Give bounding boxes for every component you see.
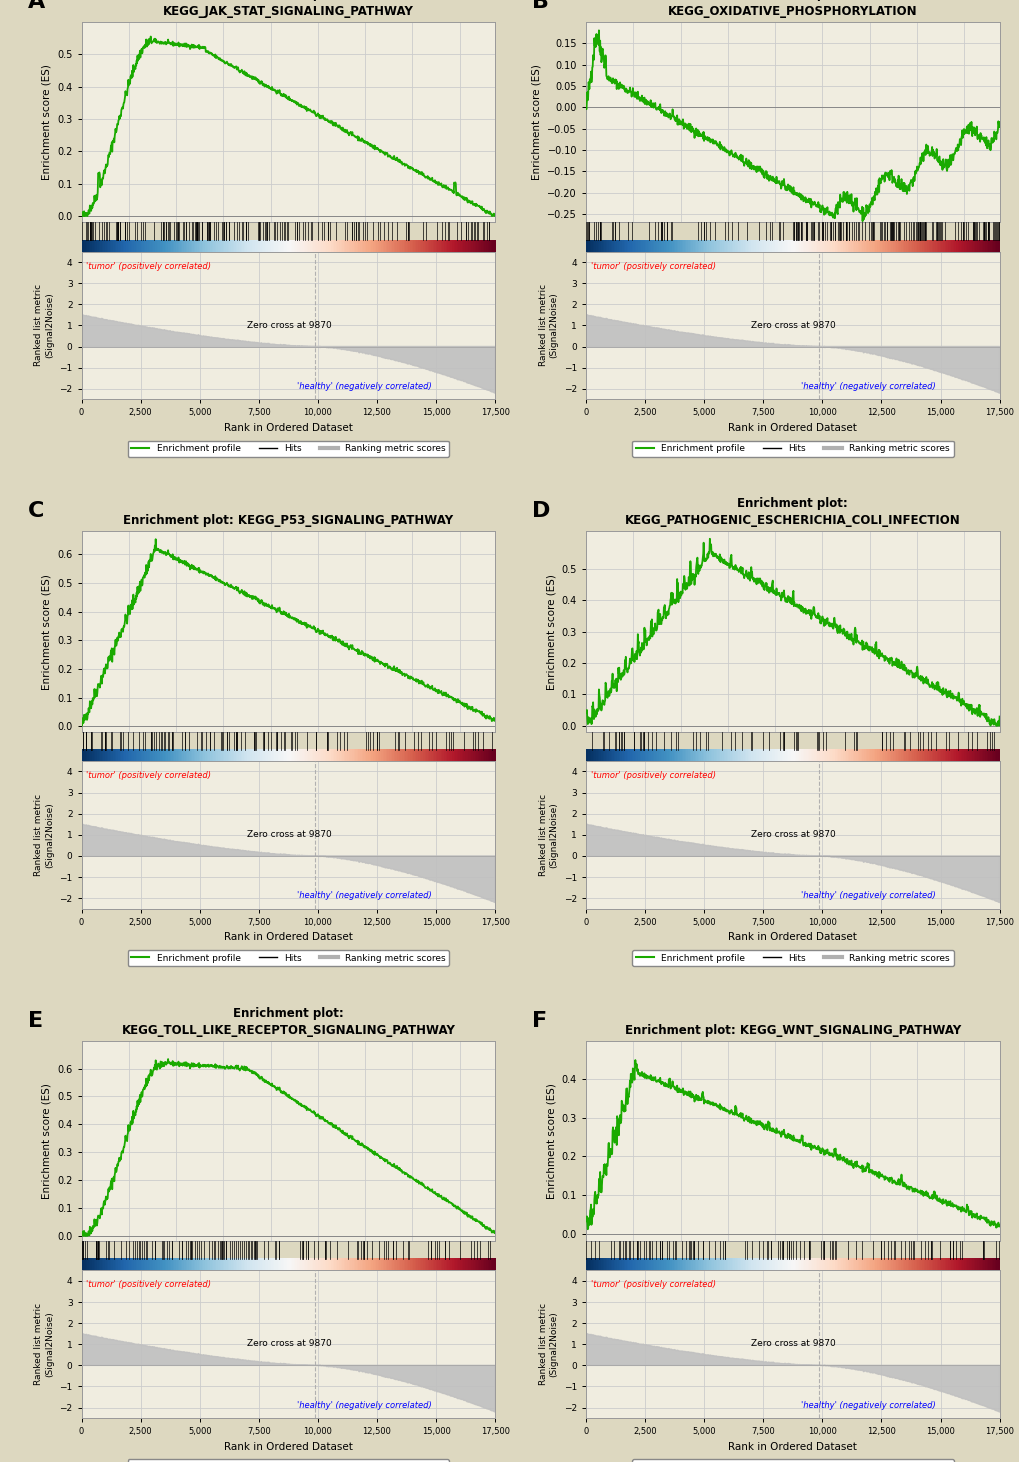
Legend: Enrichment profile, Hits, Ranking metric scores: Enrichment profile, Hits, Ranking metric… bbox=[127, 440, 448, 456]
Y-axis label: Ranked list metric
(Signal2Noise): Ranked list metric (Signal2Noise) bbox=[35, 1303, 54, 1386]
X-axis label: Rank in Ordered Dataset: Rank in Ordered Dataset bbox=[728, 933, 856, 943]
Legend: Enrichment profile, Hits, Ranking metric scores: Enrichment profile, Hits, Ranking metric… bbox=[127, 1459, 448, 1462]
Text: Zero cross at 9870: Zero cross at 9870 bbox=[751, 1339, 836, 1348]
Text: 'healthy' (negatively correlated): 'healthy' (negatively correlated) bbox=[800, 892, 935, 901]
X-axis label: Rank in Ordered Dataset: Rank in Ordered Dataset bbox=[224, 423, 353, 433]
Title: Enrichment plot: KEGG_P53_SIGNALING_PATHWAY: Enrichment plot: KEGG_P53_SIGNALING_PATH… bbox=[123, 515, 453, 528]
Text: 'healthy' (negatively correlated): 'healthy' (negatively correlated) bbox=[800, 382, 935, 390]
Text: F: F bbox=[532, 1010, 547, 1031]
Text: 'healthy' (negatively correlated): 'healthy' (negatively correlated) bbox=[800, 1401, 935, 1409]
Text: C: C bbox=[28, 501, 44, 522]
Title: Enrichment plot:
KEGG_OXIDATIVE_PHOSPHORYLATION: Enrichment plot: KEGG_OXIDATIVE_PHOSPHOR… bbox=[667, 0, 917, 18]
Text: Zero cross at 9870: Zero cross at 9870 bbox=[247, 320, 331, 329]
Legend: Enrichment profile, Hits, Ranking metric scores: Enrichment profile, Hits, Ranking metric… bbox=[632, 1459, 953, 1462]
Y-axis label: Enrichment score (ES): Enrichment score (ES) bbox=[42, 64, 52, 180]
Text: 'healthy' (negatively correlated): 'healthy' (negatively correlated) bbox=[297, 892, 431, 901]
Text: B: B bbox=[532, 0, 549, 12]
Text: 'tumor' (positively correlated): 'tumor' (positively correlated) bbox=[87, 1281, 211, 1289]
Title: Enrichment plot:
KEGG_JAK_STAT_SIGNALING_PATHWAY: Enrichment plot: KEGG_JAK_STAT_SIGNALING… bbox=[163, 0, 414, 18]
Y-axis label: Ranked list metric
(Signal2Noise): Ranked list metric (Signal2Noise) bbox=[35, 284, 54, 367]
Text: E: E bbox=[28, 1010, 43, 1031]
Text: 'tumor' (positively correlated): 'tumor' (positively correlated) bbox=[590, 770, 715, 781]
Text: D: D bbox=[532, 501, 550, 522]
Y-axis label: Enrichment score (ES): Enrichment score (ES) bbox=[545, 1083, 555, 1199]
Title: Enrichment plot:
KEGG_TOLL_LIKE_RECEPTOR_SIGNALING_PATHWAY: Enrichment plot: KEGG_TOLL_LIKE_RECEPTOR… bbox=[121, 1007, 454, 1037]
Text: Zero cross at 9870: Zero cross at 9870 bbox=[247, 830, 331, 839]
Legend: Enrichment profile, Hits, Ranking metric scores: Enrichment profile, Hits, Ranking metric… bbox=[632, 950, 953, 966]
Y-axis label: Ranked list metric
(Signal2Noise): Ranked list metric (Signal2Noise) bbox=[35, 794, 54, 876]
X-axis label: Rank in Ordered Dataset: Rank in Ordered Dataset bbox=[224, 933, 353, 943]
Y-axis label: Enrichment score (ES): Enrichment score (ES) bbox=[545, 573, 555, 690]
Y-axis label: Enrichment score (ES): Enrichment score (ES) bbox=[531, 64, 541, 180]
Text: 'tumor' (positively correlated): 'tumor' (positively correlated) bbox=[590, 262, 715, 270]
Text: 'tumor' (positively correlated): 'tumor' (positively correlated) bbox=[87, 770, 211, 781]
Y-axis label: Enrichment score (ES): Enrichment score (ES) bbox=[42, 573, 52, 690]
Legend: Enrichment profile, Hits, Ranking metric scores: Enrichment profile, Hits, Ranking metric… bbox=[632, 440, 953, 456]
Text: 'healthy' (negatively correlated): 'healthy' (negatively correlated) bbox=[297, 1401, 431, 1409]
Text: A: A bbox=[28, 0, 45, 12]
Text: 'tumor' (positively correlated): 'tumor' (positively correlated) bbox=[87, 262, 211, 270]
X-axis label: Rank in Ordered Dataset: Rank in Ordered Dataset bbox=[728, 423, 856, 433]
Y-axis label: Enrichment score (ES): Enrichment score (ES) bbox=[42, 1083, 52, 1199]
Text: Zero cross at 9870: Zero cross at 9870 bbox=[751, 320, 836, 329]
Text: 'healthy' (negatively correlated): 'healthy' (negatively correlated) bbox=[297, 382, 431, 390]
Y-axis label: Ranked list metric
(Signal2Noise): Ranked list metric (Signal2Noise) bbox=[538, 1303, 557, 1386]
Title: Enrichment plot:
KEGG_PATHOGENIC_ESCHERICHIA_COLI_INFECTION: Enrichment plot: KEGG_PATHOGENIC_ESCHERI… bbox=[625, 497, 960, 528]
Legend: Enrichment profile, Hits, Ranking metric scores: Enrichment profile, Hits, Ranking metric… bbox=[127, 950, 448, 966]
Text: Zero cross at 9870: Zero cross at 9870 bbox=[751, 830, 836, 839]
Text: Zero cross at 9870: Zero cross at 9870 bbox=[247, 1339, 331, 1348]
X-axis label: Rank in Ordered Dataset: Rank in Ordered Dataset bbox=[224, 1442, 353, 1452]
Y-axis label: Ranked list metric
(Signal2Noise): Ranked list metric (Signal2Noise) bbox=[538, 794, 557, 876]
Text: 'tumor' (positively correlated): 'tumor' (positively correlated) bbox=[590, 1281, 715, 1289]
X-axis label: Rank in Ordered Dataset: Rank in Ordered Dataset bbox=[728, 1442, 856, 1452]
Y-axis label: Ranked list metric
(Signal2Noise): Ranked list metric (Signal2Noise) bbox=[538, 284, 557, 367]
Title: Enrichment plot: KEGG_WNT_SIGNALING_PATHWAY: Enrichment plot: KEGG_WNT_SIGNALING_PATH… bbox=[624, 1023, 960, 1037]
